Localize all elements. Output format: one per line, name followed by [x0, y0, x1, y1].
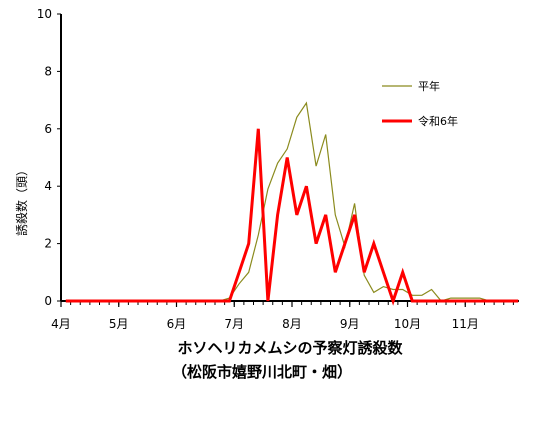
y-tick-label: 10: [37, 7, 52, 21]
x-tick-label: 10月: [394, 317, 421, 331]
y-tick-label: 8: [44, 64, 52, 78]
x-tick-label: 7月: [224, 317, 244, 331]
y-tick-label: 6: [44, 122, 52, 136]
ylabel: 誘殺数（頭）: [14, 164, 29, 236]
x-tick-label: 4月: [51, 317, 71, 331]
legend-label-1: 平年: [418, 79, 440, 93]
x-tick-label: 8月: [282, 317, 302, 331]
chart-title: ホソヘリカメムシの予察灯誘殺数: [177, 339, 403, 357]
x-tick-label: 11月: [452, 317, 479, 331]
y-tick-label: 4: [44, 179, 52, 193]
series-line-1: [65, 101, 519, 302]
y-tick-label: 2: [44, 237, 52, 251]
y-tick-label: 0: [44, 294, 52, 308]
series-layer: [65, 101, 519, 306]
x-tick-label: 6月: [167, 317, 187, 331]
chart-subtitle: （松阪市嬉野川北町・畑）: [172, 363, 352, 381]
series-line-2: [65, 128, 519, 306]
legend-label-2: 令和6年: [418, 114, 458, 128]
x-tick-label: 9月: [340, 317, 360, 331]
x-tick-label: 5月: [109, 317, 129, 331]
axes: 0 2 4 6 8 10 4月 5月 6月 7月 8月 9月 10月 11月: [37, 7, 519, 331]
